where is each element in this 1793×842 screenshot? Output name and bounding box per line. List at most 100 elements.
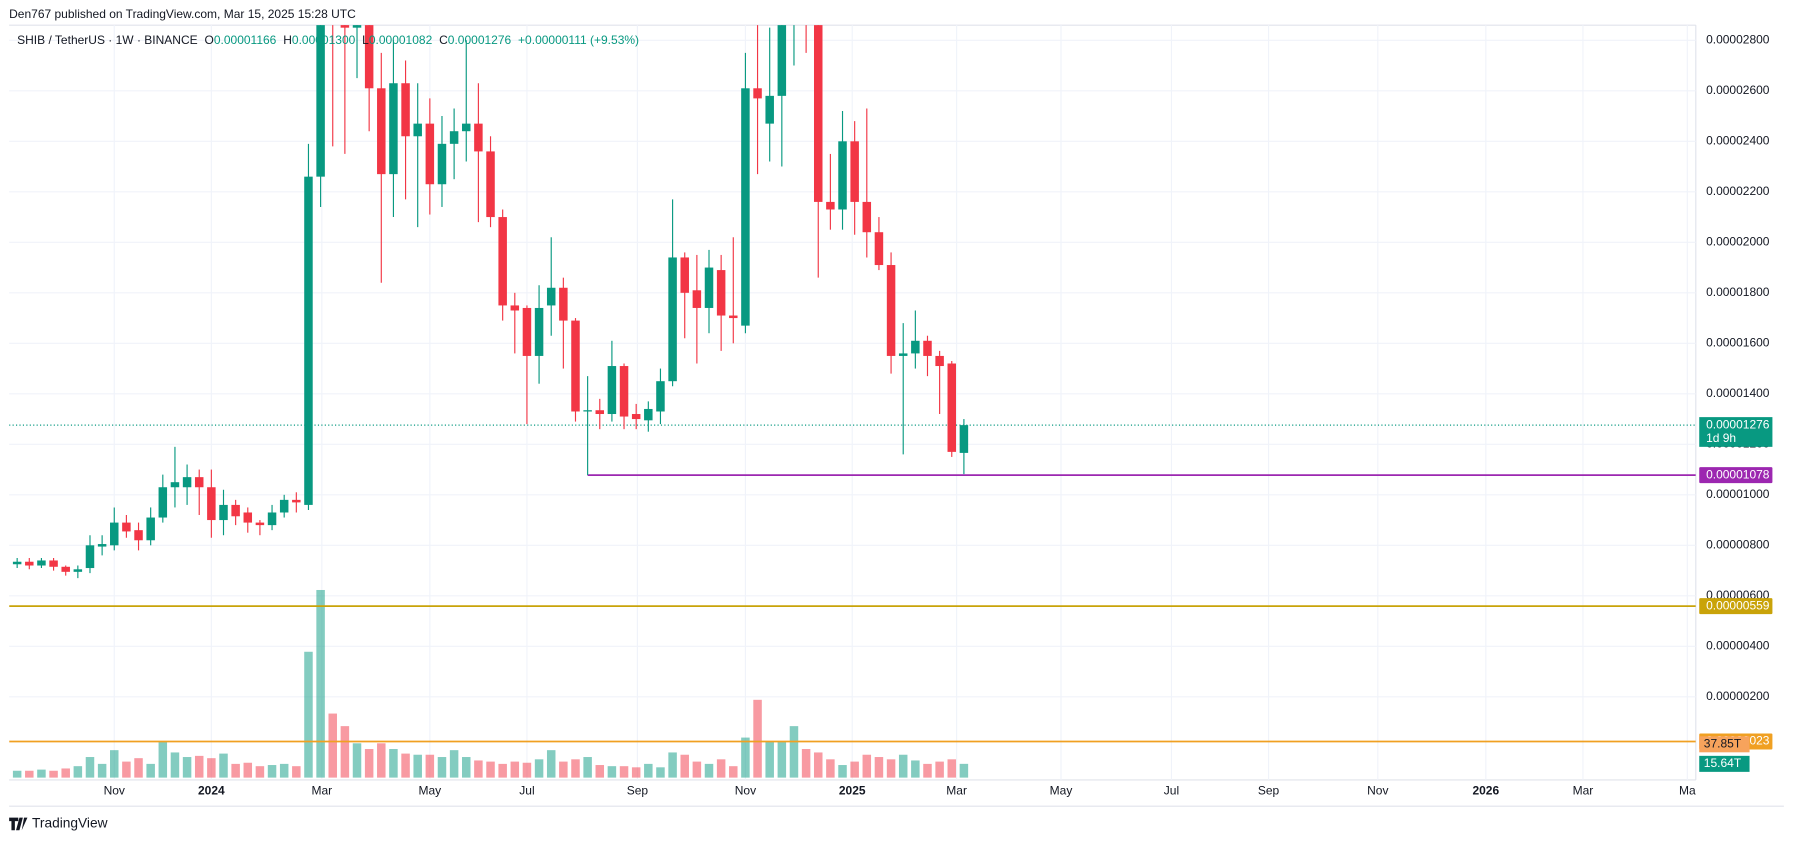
x-tick-label: Mar	[946, 784, 967, 798]
candle-body	[304, 176, 313, 505]
volume-bar	[595, 765, 605, 778]
volume-bar	[826, 759, 835, 778]
x-tick-label: Sep	[1258, 784, 1280, 798]
legend-value: 0.00001276	[448, 33, 512, 47]
candle-body	[765, 95, 774, 124]
volume-bar	[947, 759, 957, 778]
candle-body	[692, 290, 702, 308]
candle-body	[680, 257, 689, 293]
candle-body	[449, 131, 459, 144]
y-tick-label: 0.00001600	[1706, 335, 1770, 349]
candle-body	[12, 561, 22, 565]
volume-bar	[959, 763, 969, 778]
publisher-note: Den767 published on TradingView.com, Mar…	[9, 7, 356, 21]
volume-bar	[546, 750, 556, 778]
candle-body	[644, 408, 653, 421]
candle-body	[704, 267, 714, 308]
level-label: 0.00000559	[1706, 598, 1770, 612]
candle-body	[425, 123, 435, 185]
candle-body	[935, 355, 944, 367]
candle-body	[716, 270, 726, 316]
legend-change: +0.00000111 (+9.53%)	[518, 33, 639, 47]
candle-body	[607, 366, 617, 415]
legend-symbol: SHIB / TetherUS · 1W · BINANCE	[17, 33, 197, 47]
candle-body	[352, 25, 362, 28]
x-tick-label: Jul	[1164, 784, 1179, 798]
candle-body	[777, 25, 787, 96]
candle-body	[377, 88, 386, 175]
x-tick-label: Nov	[1367, 784, 1388, 798]
candle-body	[753, 88, 762, 99]
level-label: 0.00001078	[1706, 467, 1770, 481]
volume-bar	[498, 763, 507, 778]
legend-key: L	[362, 33, 369, 47]
candle-body	[813, 25, 823, 202]
candle-body	[571, 320, 580, 412]
candle-body	[534, 307, 544, 356]
candle-body	[49, 560, 58, 567]
candle-body	[364, 25, 374, 89]
x-tick-label: May	[1050, 784, 1073, 798]
volume-bar	[838, 765, 847, 778]
volume-bar	[886, 759, 896, 778]
x-tick-label: 2025	[839, 784, 866, 798]
legend-value: 0.00001300	[292, 33, 356, 47]
volume-bar	[97, 763, 107, 778]
volume-ma-label: 37.85T	[1704, 736, 1742, 750]
candle-body	[474, 123, 483, 152]
current-price-label: 0.00001276	[1706, 417, 1770, 431]
volume-bar	[801, 749, 811, 778]
x-tick-label: Nov	[735, 784, 756, 798]
candle-body	[546, 287, 556, 306]
x-tick-label: 2026	[1472, 784, 1499, 798]
volume-bar	[49, 770, 58, 778]
volume-bar	[522, 762, 532, 778]
legend: SHIB / TetherUS · 1W · BINANCE O0.0000116…	[17, 33, 639, 47]
volume-bar	[364, 749, 374, 778]
candle-body	[559, 287, 568, 321]
volume-bar	[534, 759, 544, 778]
candle-body	[413, 123, 422, 137]
volume-bar	[389, 749, 398, 778]
candle-body	[838, 141, 847, 210]
candle-body	[401, 83, 410, 137]
volume-bar	[765, 741, 774, 778]
y-tick-label: 0.00002000	[1706, 234, 1770, 248]
volume-bar	[413, 754, 422, 778]
volume-bar	[923, 763, 932, 778]
y-tick-label: 0.00000800	[1706, 537, 1770, 551]
volume-bar	[267, 765, 277, 778]
volume-ma-box	[1699, 736, 1750, 753]
candle-body	[898, 353, 908, 356]
candle-body	[134, 530, 143, 541]
volume-last-label: 15.64T	[1704, 756, 1742, 770]
candle-body	[522, 307, 532, 356]
candle-body	[886, 265, 896, 356]
candle-body	[279, 499, 289, 513]
x-tick-label: Nov	[104, 784, 125, 798]
level-label-box	[1699, 467, 1773, 484]
volume-bar	[207, 758, 216, 778]
volume-bar	[874, 757, 884, 778]
volume-bar	[462, 757, 471, 778]
volume-bar	[243, 762, 253, 778]
current-price-box	[1699, 417, 1773, 447]
volume-bar	[340, 726, 350, 778]
candle-body	[207, 487, 216, 521]
candle-body	[389, 83, 398, 175]
volume-bar	[668, 752, 677, 778]
candle-body	[668, 257, 677, 382]
candle-body	[316, 25, 325, 177]
volume-bar	[352, 743, 362, 778]
volume-bar	[146, 763, 155, 778]
y-tick-label: 0.00002600	[1706, 83, 1770, 97]
candle-body	[97, 544, 107, 547]
candle-body	[340, 25, 350, 28]
volume-bar	[85, 757, 95, 778]
volume-bar	[862, 754, 872, 778]
candle-body	[61, 566, 70, 572]
candle-body	[583, 410, 592, 412]
volume-bar	[158, 741, 168, 778]
countdown-label: 1d 9h	[1706, 431, 1736, 445]
